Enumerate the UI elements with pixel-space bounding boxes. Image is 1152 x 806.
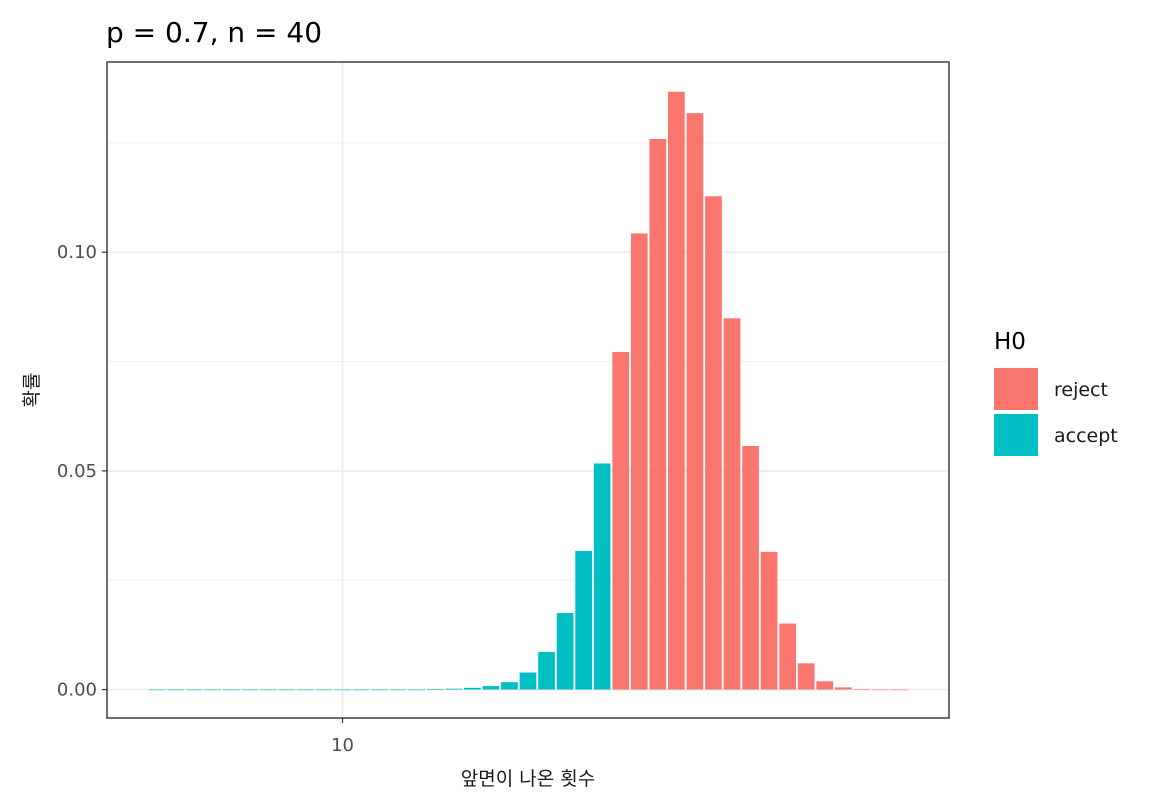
bar-reject [742, 445, 759, 690]
bar-accept [538, 651, 555, 690]
bar-accept [501, 682, 518, 690]
bar-accept [575, 550, 592, 690]
bar-reject [686, 113, 704, 690]
bar-reject [779, 623, 796, 690]
bar-accept [389, 689, 407, 691]
bar-accept [185, 689, 203, 691]
y-axis-title: 확률 [21, 373, 43, 408]
y-axis: 0.00 0.05 0.10 [57, 242, 107, 701]
bar-accept [426, 689, 444, 690]
bar-reject [668, 91, 685, 690]
bar-accept [593, 463, 611, 690]
bar-accept [519, 672, 537, 690]
legend-label-accept: accept [1054, 425, 1118, 447]
bar-accept [222, 689, 240, 691]
bar-accept [204, 689, 222, 691]
x-axis-title: 앞면이 나온 횟수 [461, 768, 595, 790]
bar-reject [834, 687, 852, 690]
bar-accept [278, 689, 296, 691]
bar-accept [556, 613, 574, 690]
bar-accept [315, 689, 333, 691]
bar-accept [482, 686, 500, 690]
plot-border [106, 61, 950, 719]
bar-accept [445, 688, 463, 690]
bar-reject [630, 233, 648, 690]
bar-accept [408, 689, 426, 691]
legend-label-reject: reject [1054, 379, 1108, 401]
legend-title: H0 [994, 329, 1026, 355]
legend-key-accept [994, 414, 1038, 456]
bar-reject [872, 689, 889, 691]
bar-reject [853, 689, 871, 690]
x-axis: 10 [331, 718, 354, 756]
bar-accept [464, 687, 481, 690]
y-tick-label: 0.05 [57, 461, 97, 482]
bar-reject [816, 681, 834, 690]
bar-reject [723, 318, 741, 690]
bar-reject [760, 551, 778, 690]
chart-title: p = 0.7, n = 40 [106, 16, 322, 49]
plot-background [107, 62, 949, 718]
x-tick-label: 10 [331, 735, 354, 756]
bar-accept [334, 689, 351, 691]
bar-accept [167, 689, 184, 691]
bar-reject [797, 663, 815, 690]
legend-key-reject [994, 368, 1038, 410]
bar-accept [241, 689, 259, 691]
bar-reject [890, 689, 908, 691]
bar-accept [371, 689, 388, 691]
bar-accept [148, 689, 166, 691]
bar-reject [705, 196, 722, 690]
bars [148, 91, 908, 691]
bar-accept [352, 689, 370, 691]
legend: H0 reject accept [994, 329, 1118, 456]
y-tick-label: 0.00 [57, 680, 97, 701]
bar-reject [612, 351, 630, 690]
y-tick-label: 0.10 [57, 242, 97, 263]
bar-accept [260, 689, 277, 691]
bar-accept [297, 689, 314, 691]
bar-reject [649, 138, 667, 690]
